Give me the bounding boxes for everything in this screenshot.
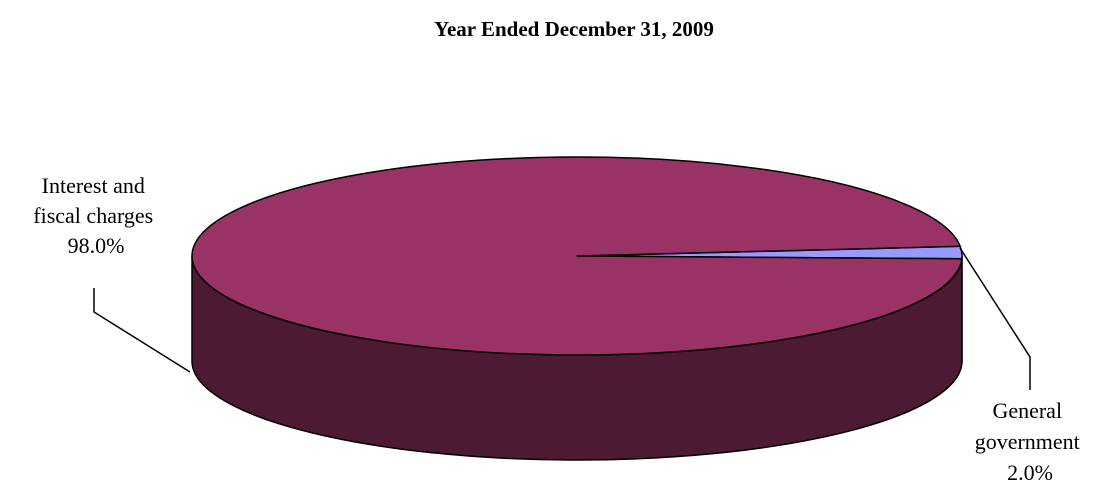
leader-lines [93,247,1031,390]
slice-label-general-government: General government 2.0% [975,398,1086,485]
leader-line-interest-and-fiscal-charges [93,288,191,373]
chart-title: Year Ended December 31, 2009 [434,17,714,41]
slice-top-interest-and-fiscal-charges [191,156,963,356]
leader-line-general-government [959,247,1031,390]
pie-top-faces [191,156,963,356]
slice-label-interest-and-fiscal-charges: Interest and fiscal charges 98.0% [33,173,158,258]
